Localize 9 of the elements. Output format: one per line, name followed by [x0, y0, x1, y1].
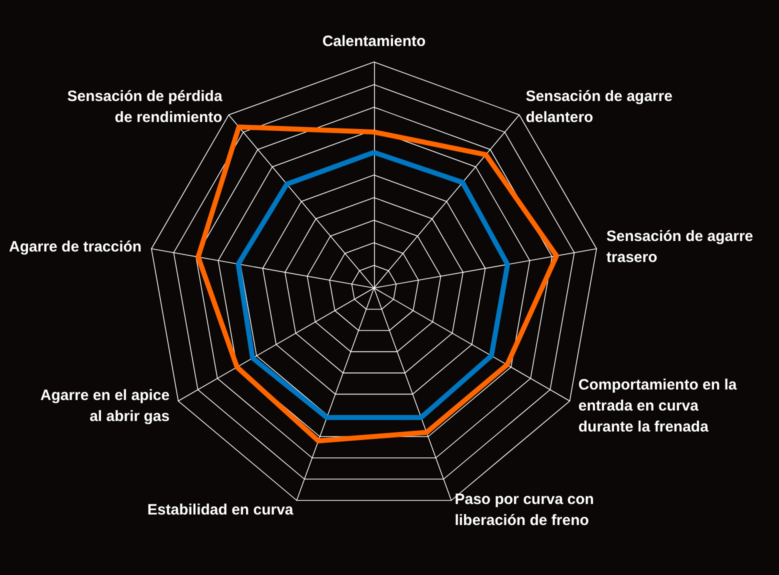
spoke-label: Calentamiento: [322, 33, 426, 50]
spoke-label: Comportamiento en la entrada en curva durante la frenada: [578, 376, 738, 436]
spoke-label: Agarre de tracción: [9, 238, 142, 256]
spoke-label: Paso por curva con liberación de freno: [454, 490, 594, 529]
spoke-label: Sensación de agarre trasero: [606, 228, 754, 266]
spoke-label: Sensación de agarre delantero: [526, 88, 672, 126]
spoke-label: Estabilidad en curva: [147, 501, 294, 518]
spoke-label: Sensación de pérdida de rendimiento: [67, 88, 223, 126]
spoke-label: Agarre en el apice al abrir gas: [40, 387, 170, 425]
